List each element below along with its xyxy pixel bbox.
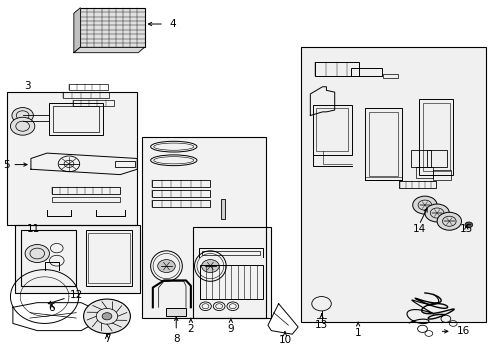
Circle shape bbox=[83, 299, 130, 333]
Bar bbox=[166, 308, 185, 316]
Bar bbox=[69, 85, 108, 90]
Bar bbox=[152, 190, 210, 197]
Bar bbox=[21, 230, 76, 286]
Text: 14: 14 bbox=[411, 225, 425, 234]
Bar bbox=[410, 150, 430, 167]
Bar bbox=[6, 92, 137, 225]
Bar bbox=[73, 100, 114, 105]
Circle shape bbox=[412, 196, 436, 214]
Bar bbox=[365, 108, 401, 180]
Bar bbox=[418, 99, 452, 175]
Bar bbox=[312, 105, 351, 155]
Bar bbox=[49, 103, 103, 135]
Text: 1: 1 bbox=[354, 322, 361, 338]
Text: 3: 3 bbox=[24, 81, 31, 91]
Bar bbox=[300, 47, 485, 321]
Bar bbox=[142, 137, 266, 318]
Bar bbox=[383, 74, 397, 78]
Bar bbox=[368, 112, 397, 176]
Bar bbox=[52, 197, 120, 202]
Text: 11: 11 bbox=[27, 225, 41, 234]
Bar bbox=[199, 265, 263, 299]
Bar bbox=[6, 92, 137, 225]
Text: 6: 6 bbox=[48, 303, 55, 313]
Polygon shape bbox=[74, 47, 144, 53]
Bar bbox=[193, 226, 271, 318]
Bar bbox=[300, 47, 485, 321]
Bar bbox=[152, 180, 210, 187]
Text: 4: 4 bbox=[169, 19, 176, 29]
Bar bbox=[53, 105, 99, 132]
Bar bbox=[399, 181, 435, 188]
Text: 2: 2 bbox=[187, 318, 194, 334]
Circle shape bbox=[436, 212, 461, 230]
Bar bbox=[415, 167, 432, 178]
Bar bbox=[422, 103, 448, 171]
Bar bbox=[115, 161, 135, 167]
Text: 7: 7 bbox=[103, 333, 110, 343]
Bar bbox=[88, 233, 129, 283]
Bar bbox=[201, 251, 260, 255]
Text: 9: 9 bbox=[227, 318, 234, 334]
Text: 16: 16 bbox=[456, 326, 469, 336]
Bar bbox=[193, 226, 271, 318]
Text: 10: 10 bbox=[278, 332, 291, 345]
Text: 15: 15 bbox=[459, 225, 472, 234]
Circle shape bbox=[12, 108, 33, 123]
Circle shape bbox=[424, 204, 448, 222]
Text: 13: 13 bbox=[314, 314, 327, 329]
Bar bbox=[427, 150, 446, 167]
Bar bbox=[15, 225, 140, 293]
Bar bbox=[152, 201, 210, 207]
Circle shape bbox=[201, 260, 219, 273]
Bar bbox=[316, 108, 347, 151]
Polygon shape bbox=[74, 8, 80, 53]
Text: 12: 12 bbox=[48, 290, 83, 304]
Circle shape bbox=[25, 244, 49, 262]
Bar bbox=[350, 68, 382, 76]
Circle shape bbox=[158, 260, 175, 273]
Circle shape bbox=[102, 313, 112, 320]
Bar bbox=[15, 225, 140, 293]
Text: 8: 8 bbox=[173, 317, 179, 343]
Bar bbox=[85, 230, 132, 286]
Circle shape bbox=[464, 222, 472, 228]
Bar bbox=[315, 62, 358, 76]
Bar bbox=[220, 199, 224, 219]
Bar bbox=[432, 170, 449, 180]
Text: 5: 5 bbox=[3, 159, 27, 170]
Bar bbox=[63, 92, 109, 98]
Circle shape bbox=[10, 117, 35, 135]
Bar bbox=[80, 8, 144, 47]
Bar bbox=[52, 187, 120, 194]
Bar bbox=[142, 137, 266, 318]
